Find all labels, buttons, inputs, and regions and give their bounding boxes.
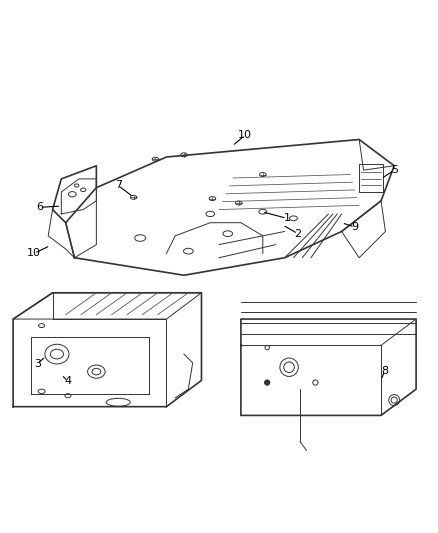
Ellipse shape xyxy=(265,380,270,385)
Text: 4: 4 xyxy=(64,376,71,386)
Bar xyxy=(359,164,383,192)
Text: 8: 8 xyxy=(381,366,388,376)
Text: 5: 5 xyxy=(391,165,398,175)
Text: 10: 10 xyxy=(27,248,41,259)
Text: 3: 3 xyxy=(34,359,41,369)
Text: 10: 10 xyxy=(238,130,252,140)
Text: 6: 6 xyxy=(36,203,43,212)
Text: 2: 2 xyxy=(294,229,301,239)
Text: 7: 7 xyxy=(115,181,122,190)
Text: 9: 9 xyxy=(351,222,358,232)
Text: 1: 1 xyxy=(283,213,290,223)
